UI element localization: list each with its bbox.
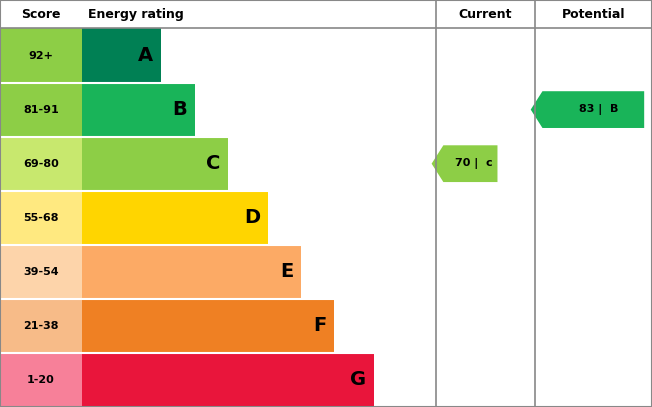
Bar: [82, 191, 268, 245]
Text: 81-91: 81-91: [23, 105, 59, 115]
Text: F: F: [313, 316, 327, 335]
Text: 55-68: 55-68: [23, 213, 59, 223]
Text: 39-54: 39-54: [23, 267, 59, 277]
Bar: [82, 83, 194, 137]
Text: 21-38: 21-38: [23, 321, 59, 331]
Bar: [0, 83, 82, 137]
Text: 70 |  c: 70 | c: [455, 158, 492, 169]
Bar: [0, 191, 82, 245]
Bar: [0, 0, 652, 28]
Text: G: G: [350, 370, 366, 389]
Bar: [0, 137, 82, 191]
Polygon shape: [531, 91, 644, 128]
Bar: [82, 353, 374, 407]
Bar: [82, 299, 334, 353]
Text: 92+: 92+: [28, 50, 53, 61]
Text: D: D: [244, 208, 260, 227]
Bar: [0, 299, 82, 353]
Text: C: C: [205, 154, 220, 173]
Text: A: A: [138, 46, 153, 65]
Text: 69-80: 69-80: [23, 159, 59, 168]
Text: B: B: [172, 100, 186, 119]
Text: Score: Score: [21, 8, 61, 21]
Bar: [82, 245, 301, 299]
Text: Potential: Potential: [561, 8, 625, 21]
Bar: [0, 28, 82, 83]
Polygon shape: [432, 145, 497, 182]
Bar: [0, 353, 82, 407]
Text: Current: Current: [458, 8, 512, 21]
Bar: [82, 28, 161, 83]
Text: E: E: [280, 263, 293, 281]
Bar: [82, 137, 228, 191]
Text: 83 |  B: 83 | B: [579, 104, 618, 115]
Text: 1-20: 1-20: [27, 375, 55, 385]
Bar: [0, 245, 82, 299]
Text: Energy rating: Energy rating: [88, 8, 184, 21]
